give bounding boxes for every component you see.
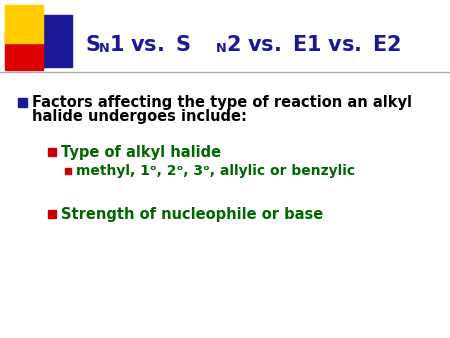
- Text: $\mathbf{2\ vs.\ E1\ vs.\ E2}$: $\mathbf{2\ vs.\ E1\ vs.\ E2}$: [226, 35, 401, 55]
- Text: halide undergoes include:: halide undergoes include:: [32, 110, 247, 124]
- Text: Strength of nucleophile or base: Strength of nucleophile or base: [61, 207, 323, 221]
- Bar: [48, 210, 56, 218]
- Text: $\mathbf{S}$: $\mathbf{S}$: [85, 35, 100, 55]
- Bar: [65, 168, 71, 174]
- Text: $\mathbf{N}$: $\mathbf{N}$: [98, 43, 110, 55]
- Bar: [30, 15, 72, 67]
- Bar: [48, 148, 56, 156]
- Bar: [18, 98, 27, 107]
- Text: methyl, 1ᵒ, 2ᵒ, 3ᵒ, allylic or benzylic: methyl, 1ᵒ, 2ᵒ, 3ᵒ, allylic or benzylic: [76, 164, 355, 178]
- Text: $\mathbf{N}$: $\mathbf{N}$: [215, 43, 227, 55]
- Text: $\mathbf{1\ vs.\ S}$: $\mathbf{1\ vs.\ S}$: [109, 35, 191, 55]
- Text: Type of alkyl halide: Type of alkyl halide: [61, 145, 221, 160]
- Text: Factors affecting the type of reaction an alkyl: Factors affecting the type of reaction a…: [32, 95, 412, 110]
- Bar: [5, 32, 43, 70]
- Bar: [5, 5, 43, 43]
